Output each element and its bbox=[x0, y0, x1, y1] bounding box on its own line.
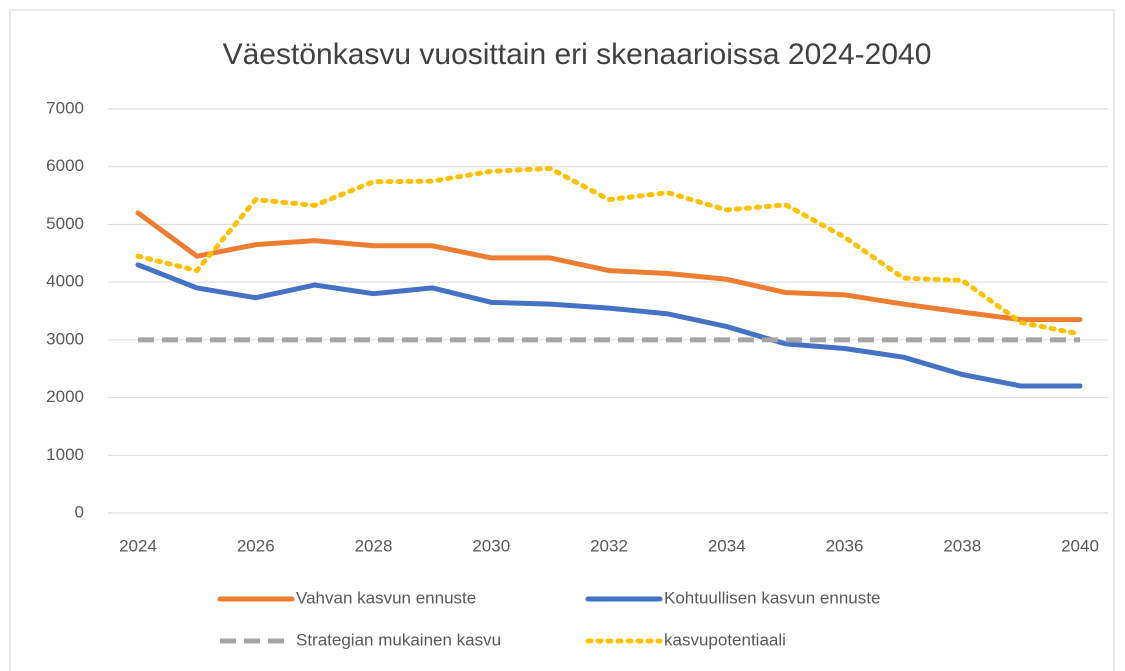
x-tick-label: 2026 bbox=[237, 536, 275, 555]
y-tick-label: 5000 bbox=[46, 214, 84, 233]
x-tick-label: 2024 bbox=[119, 536, 157, 555]
legend-label: Kohtuullisen kasvun ennuste bbox=[664, 588, 880, 607]
series-line bbox=[135, 210, 1083, 323]
legend-label: Strategian mukainen kasvu bbox=[296, 630, 501, 649]
legend-label: kasvupotentiaali bbox=[664, 630, 786, 649]
x-tick-label: 2032 bbox=[590, 536, 628, 555]
series-line bbox=[135, 165, 1083, 337]
x-tick-label: 2030 bbox=[472, 536, 510, 555]
chart-title: Väestönkasvu vuosittain eri skenaarioiss… bbox=[223, 38, 932, 71]
y-tick-label: 3000 bbox=[46, 329, 84, 348]
x-tick-label: 2028 bbox=[355, 536, 393, 555]
x-tick-label: 2034 bbox=[708, 536, 746, 555]
x-tick-label: 2040 bbox=[1061, 536, 1099, 555]
x-tick-label: 2038 bbox=[943, 536, 981, 555]
y-tick-label: 6000 bbox=[46, 156, 84, 175]
y-tick-label: 4000 bbox=[46, 272, 84, 291]
y-tick-label: 1000 bbox=[46, 445, 84, 464]
y-tick-label: 0 bbox=[75, 502, 84, 521]
y-tick-label: 7000 bbox=[46, 98, 84, 117]
x-tick-label: 2036 bbox=[826, 536, 864, 555]
series-line bbox=[135, 262, 1083, 389]
legend-label: Vahvan kasvun ennuste bbox=[296, 588, 476, 607]
y-tick-label: 2000 bbox=[46, 387, 84, 406]
